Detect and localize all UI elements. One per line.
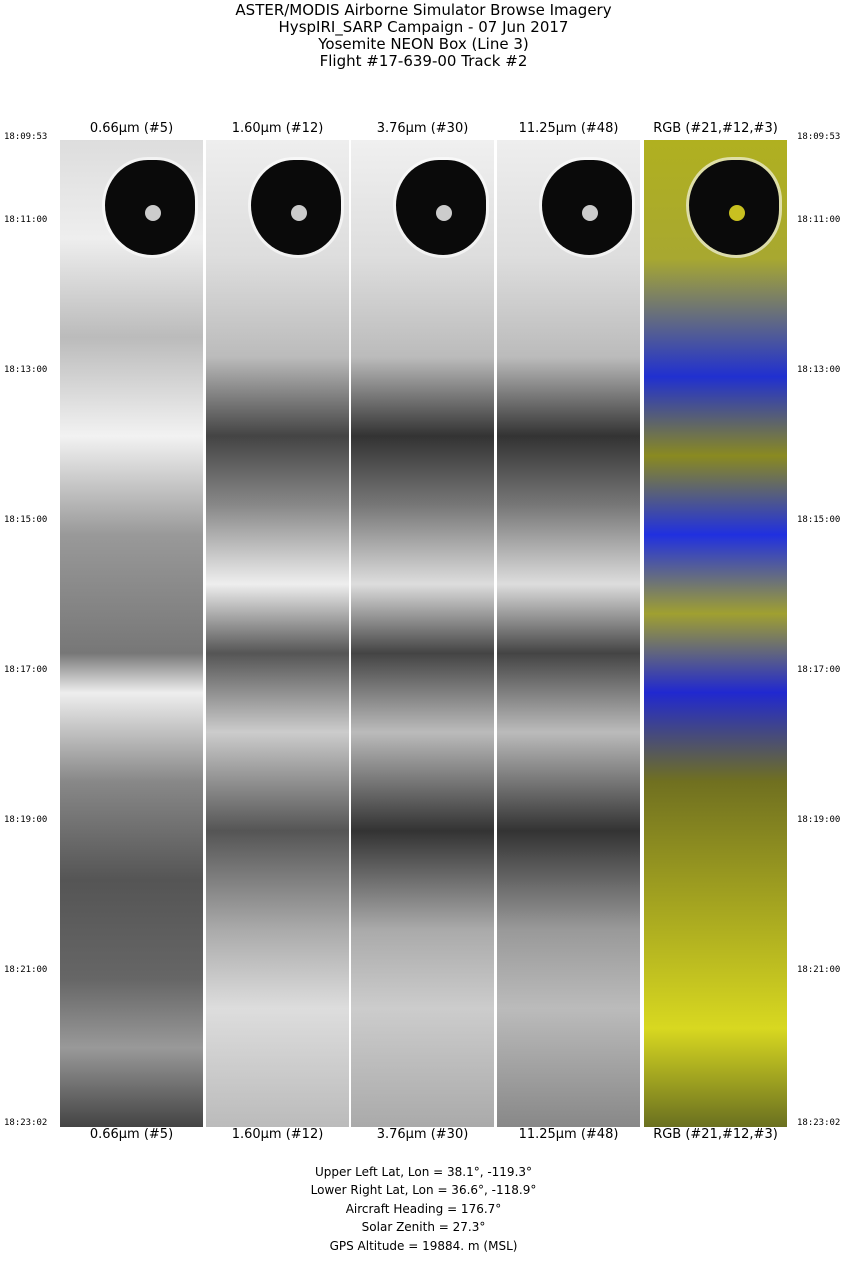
image-strip-rgb — [644, 140, 787, 1127]
panel-label-top: 3.76μm (#30) — [376, 121, 469, 136]
time-label-right: 18:19:00 — [797, 815, 841, 825]
time-label-left: 18:13:00 — [4, 365, 48, 375]
image-strip-visible — [60, 140, 203, 1127]
title-line-2: HyspIRI_SARP Campaign - 07 Jun 2017 — [278, 18, 569, 36]
panel-label-top: 1.60μm (#12) — [231, 121, 324, 136]
time-label-right: 18:15:00 — [797, 515, 841, 525]
island-feature — [436, 205, 452, 221]
image-strip-tir — [497, 140, 640, 1127]
time-label-right: 18:11:00 — [797, 215, 841, 225]
panel-label-bottom: 3.76μm (#30) — [376, 1127, 469, 1142]
island-feature — [145, 205, 161, 221]
time-label-left: 18:11:00 — [4, 215, 48, 225]
time-label-left: 18:23:02 — [4, 1118, 48, 1128]
time-label-right: 18:13:00 — [797, 365, 841, 375]
image-strip-mwir — [351, 140, 494, 1127]
title-line-4: Flight #17-639-00 Track #2 — [319, 52, 528, 70]
island-feature — [291, 205, 307, 221]
time-label-left: 18:21:00 — [4, 965, 48, 975]
title-line-3: Yosemite NEON Box (Line 3) — [318, 35, 529, 53]
time-label-right: 18:17:00 — [797, 665, 841, 675]
lower-right-coords: Lower Right Lat, Lon = 36.6°, -118.9° — [310, 1183, 537, 1197]
title-line-1: ASTER/MODIS Airborne Simulator Browse Im… — [235, 1, 612, 19]
island-feature — [582, 205, 598, 221]
panel-label-top: 11.25μm (#48) — [518, 121, 619, 136]
panel-label-bottom: RGB (#21,#12,#3) — [653, 1127, 778, 1142]
panel-label-top: 0.66μm (#5) — [89, 121, 174, 136]
time-label-left: 18:15:00 — [4, 515, 48, 525]
time-label-right: 18:09:53 — [797, 132, 841, 142]
time-label-left: 18:17:00 — [4, 665, 48, 675]
solar-zenith: Solar Zenith = 27.3° — [361, 1220, 486, 1234]
island-feature — [729, 205, 745, 221]
time-label-left: 18:19:00 — [4, 815, 48, 825]
time-label-left: 18:09:53 — [4, 132, 48, 142]
panel-label-bottom: 1.60μm (#12) — [231, 1127, 324, 1142]
image-strip-swir — [206, 140, 349, 1127]
time-label-right: 18:23:02 — [797, 1118, 841, 1128]
time-label-right: 18:21:00 — [797, 965, 841, 975]
aircraft-heading: Aircraft Heading = 176.7° — [345, 1202, 502, 1216]
panel-label-top: RGB (#21,#12,#3) — [653, 121, 778, 136]
panel-label-bottom: 11.25μm (#48) — [518, 1127, 619, 1142]
panel-label-bottom: 0.66μm (#5) — [89, 1127, 174, 1142]
gps-altitude: GPS Altitude = 19884. m (MSL) — [329, 1239, 518, 1253]
upper-left-coords: Upper Left Lat, Lon = 38.1°, -119.3° — [314, 1165, 533, 1179]
